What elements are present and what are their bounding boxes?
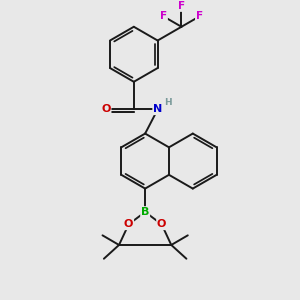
Text: F: F — [160, 11, 167, 22]
Text: F: F — [196, 11, 203, 22]
Text: F: F — [178, 1, 185, 11]
Text: H: H — [164, 98, 171, 107]
Text: O: O — [124, 219, 133, 229]
Text: O: O — [157, 219, 166, 229]
Text: O: O — [101, 104, 111, 114]
Text: B: B — [141, 207, 149, 217]
Text: N: N — [153, 104, 162, 114]
